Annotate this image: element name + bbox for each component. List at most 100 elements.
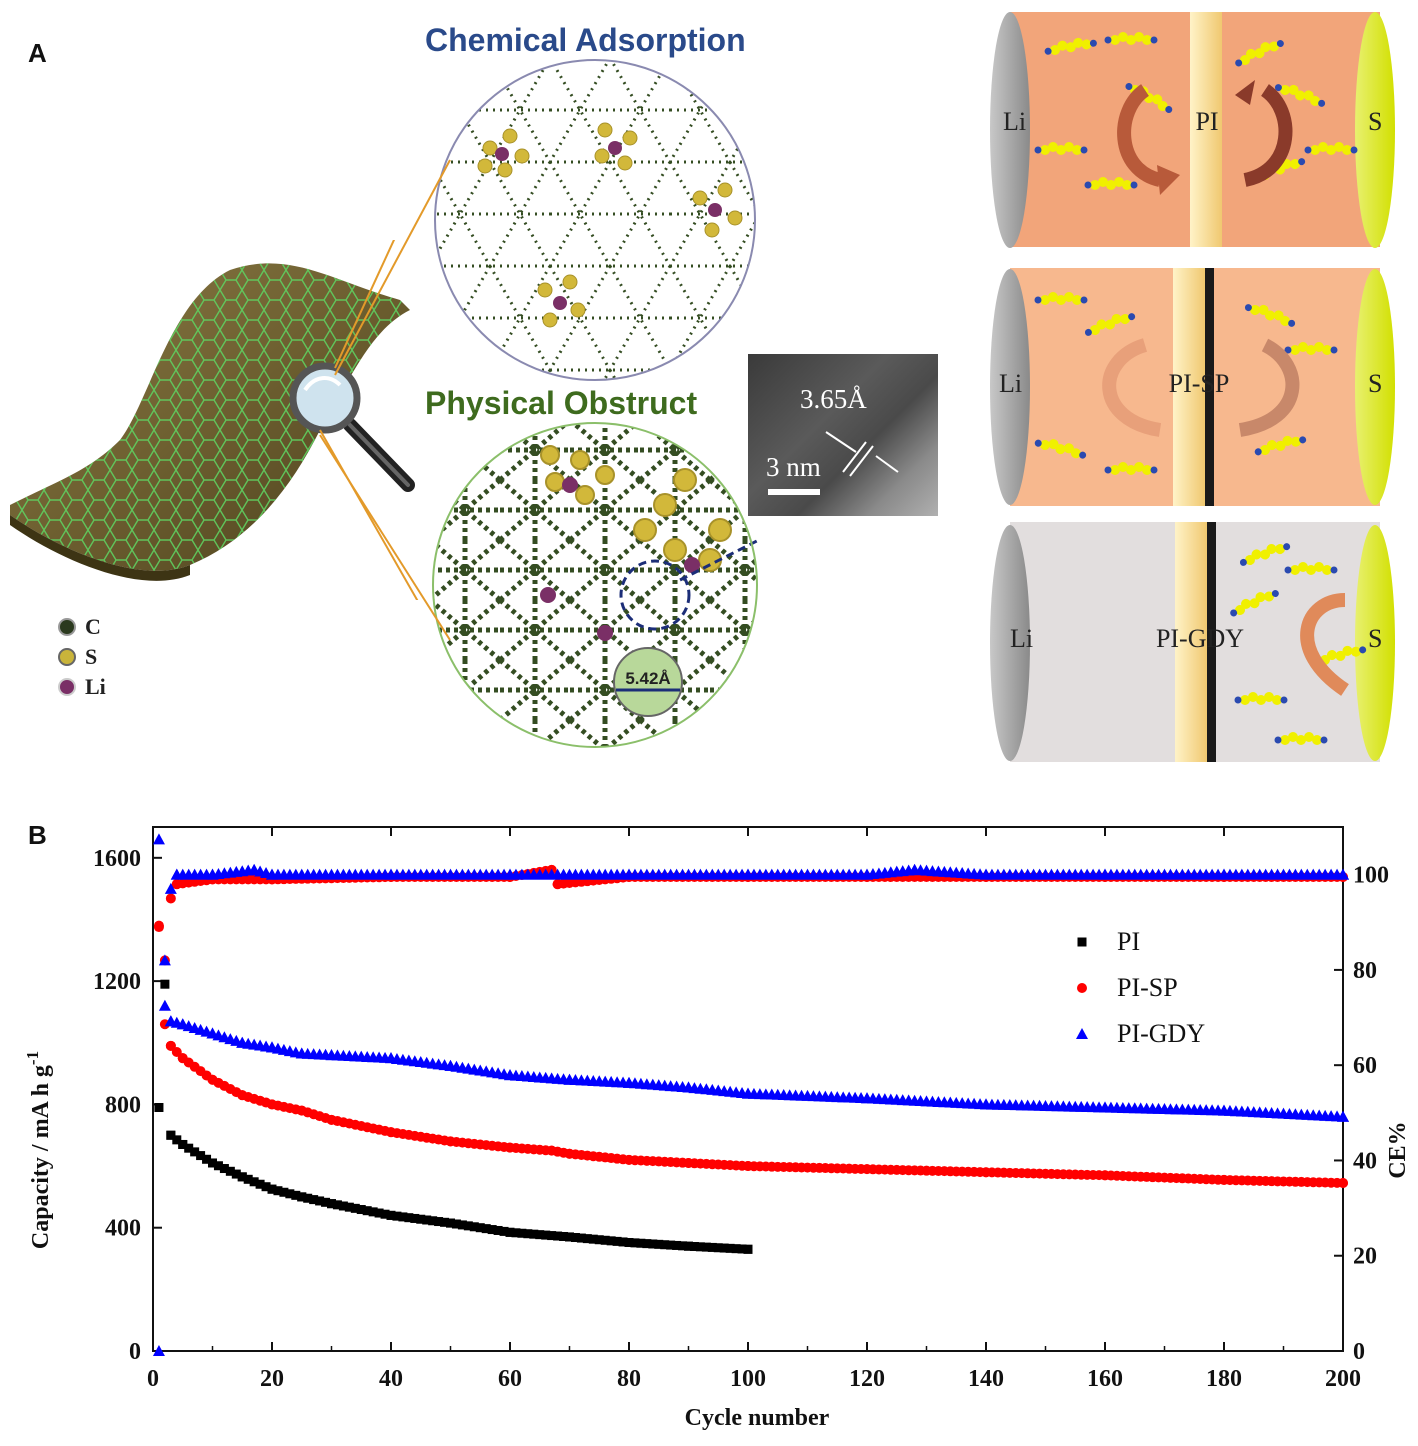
cell-pigdy-cathode: S	[1368, 624, 1382, 653]
capacity-point	[261, 1182, 271, 1192]
capacity-point	[428, 1216, 438, 1226]
capacity-point	[410, 1213, 420, 1223]
tem-image: 3.65Å 3 nm	[748, 354, 938, 516]
capacity-point	[678, 1241, 688, 1251]
capacity-point	[303, 1193, 313, 1203]
legend-marker-0	[1077, 937, 1087, 947]
capacity-point	[594, 1235, 604, 1245]
capacity-point	[618, 1237, 628, 1247]
capacity-point	[152, 833, 165, 845]
legend-li-label: Li	[85, 674, 106, 699]
capacity-point	[553, 1231, 563, 1241]
capacity-point	[648, 1239, 658, 1249]
chart-legend: PI PI-SP PI-GDY	[1076, 927, 1205, 1048]
capacity-point	[362, 1206, 372, 1216]
capacity-point	[350, 1203, 360, 1213]
capacity-point	[344, 1202, 354, 1212]
orange-connector-lines	[319, 159, 451, 641]
capacity-point	[624, 1238, 634, 1248]
capacity-point	[517, 1228, 527, 1238]
capacity-point	[636, 1238, 646, 1248]
capacity-point	[469, 1222, 479, 1232]
physical-obstruct-title: Physical Obstruct	[425, 385, 698, 421]
x-tick-label: 200	[1325, 1366, 1361, 1392]
capacity-point	[184, 1143, 194, 1153]
y2-tick-label: 0	[1353, 1339, 1365, 1365]
capacity-point	[1338, 1178, 1348, 1189]
capacity-point	[630, 1238, 640, 1248]
y-tick-label: 400	[105, 1216, 141, 1242]
chemical-adsorption-title: Chemical Adsorption	[425, 22, 746, 58]
capacity-point	[731, 1244, 741, 1254]
capacity-point	[321, 1197, 331, 1207]
cell-pi-gdy: Li PI-GDY S	[990, 522, 1395, 762]
capacity-point	[695, 1242, 705, 1252]
chart-marks	[152, 833, 1349, 1356]
capacity-point	[588, 1234, 598, 1244]
x-tick-label: 160	[1087, 1366, 1123, 1392]
capacity-point	[434, 1217, 444, 1227]
legend-label-0: PI	[1117, 927, 1140, 956]
x-tick-label: 100	[730, 1366, 766, 1392]
capacity-point	[165, 1040, 176, 1051]
capacity-point	[416, 1214, 426, 1224]
y-tick-label: 0	[129, 1339, 141, 1365]
capacity-point	[315, 1196, 325, 1206]
x-tick-label: 40	[379, 1366, 403, 1392]
capacity-point	[707, 1242, 717, 1252]
capacity-point	[684, 1241, 693, 1251]
capacity-point	[457, 1220, 467, 1230]
legend-label-2: PI-GDY	[1117, 1019, 1205, 1048]
cell-pi-cathode: S	[1368, 107, 1382, 136]
capacity-point	[511, 1228, 521, 1238]
capacity-point	[398, 1212, 408, 1222]
y2-axis-label: CE%	[1385, 1121, 1411, 1178]
capacity-point	[171, 1047, 182, 1058]
cell-pigdy-anode: Li	[1010, 624, 1033, 653]
capacity-point	[446, 1218, 455, 1228]
capacity-point	[208, 1158, 217, 1168]
capacity-point	[158, 999, 171, 1011]
capacity-point	[1337, 1110, 1349, 1122]
y-axis-label-sup: -1	[23, 1051, 42, 1065]
capacity-point	[529, 1229, 539, 1239]
capacity-point	[463, 1221, 473, 1231]
x-axis-label: Cycle number	[685, 1405, 830, 1431]
capacity-point	[338, 1201, 348, 1211]
capacity-point	[327, 1199, 336, 1209]
cell-pi-sp: Li PI-SP S	[990, 268, 1395, 506]
ce-point	[165, 893, 176, 904]
y2-tick-label: 20	[1353, 1244, 1377, 1270]
capacity-point	[273, 1186, 283, 1196]
y-tick-label: 1600	[93, 846, 141, 872]
ce-point	[153, 922, 164, 933]
ce-point	[152, 1345, 165, 1356]
capacity-point	[404, 1213, 414, 1223]
battery-cells: Li PI S Li PI-SP S Li	[990, 12, 1395, 762]
capacity-point	[178, 1139, 188, 1149]
y-tick-label: 1200	[93, 969, 141, 995]
capacity-point	[487, 1225, 497, 1235]
chemical-adsorption-diagram	[434, 59, 756, 381]
capacity-point	[255, 1179, 265, 1189]
tem-scale-label: 3 nm	[766, 452, 821, 482]
chart-ticks: 0 20 40 60 80 100 120 140 160 180 2000400800120016…	[93, 827, 1389, 1392]
capacity-point	[499, 1226, 509, 1236]
capacity-point	[481, 1224, 491, 1234]
cell-pisp-cathode: S	[1368, 369, 1382, 398]
capacity-point	[297, 1192, 307, 1202]
capacity-point	[582, 1234, 592, 1244]
x-tick-label: 80	[617, 1366, 641, 1392]
capacity-point	[475, 1223, 485, 1233]
capacity-point	[541, 1230, 551, 1240]
capacity-point	[356, 1205, 366, 1215]
capacity-point	[660, 1240, 670, 1250]
capacity-point	[279, 1187, 289, 1197]
capacity-point	[237, 1172, 247, 1182]
capacity-point	[612, 1236, 622, 1246]
capacity-point	[570, 1233, 580, 1243]
atom-legend: C S Li	[58, 614, 106, 699]
capacity-point	[719, 1243, 729, 1253]
legend-s-label: S	[85, 644, 97, 669]
x-tick-label: 0	[147, 1366, 159, 1392]
